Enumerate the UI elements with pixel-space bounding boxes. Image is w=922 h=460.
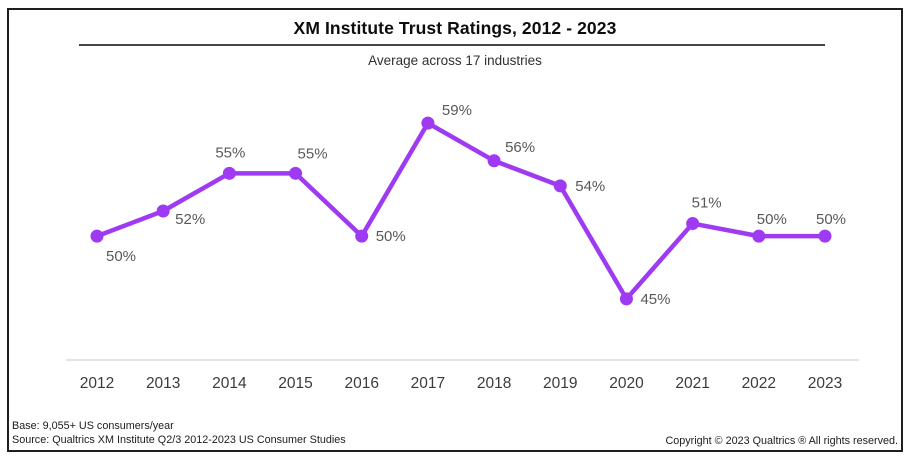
data-point-marker	[421, 116, 435, 130]
data-point-label: 51%	[692, 195, 722, 212]
data-point-label: 45%	[640, 291, 670, 308]
data-point-label: 50%	[816, 211, 846, 228]
data-point-label: 50%	[376, 228, 406, 245]
x-axis-tick-label: 2021	[675, 375, 709, 392]
data-point-marker	[289, 166, 303, 180]
data-point-marker	[686, 217, 700, 231]
data-point-label: 55%	[298, 145, 328, 162]
x-axis-tick-label: 2020	[609, 375, 644, 392]
data-point-marker	[487, 154, 501, 168]
data-point-label: 50%	[106, 248, 136, 265]
chart-title: XM Institute Trust Ratings, 2012 - 2023	[293, 18, 617, 38]
data-point-marker	[355, 229, 369, 243]
x-axis-tick-label: 2014	[212, 375, 247, 392]
series-line	[94, 120, 828, 302]
copyright-note: Copyright © 2023 Qualtrics ® All rights …	[665, 435, 898, 447]
data-point-marker	[553, 179, 567, 193]
data-point-label: 55%	[215, 144, 245, 161]
chart-card: XM Institute Trust Ratings, 2012 - 2023 …	[7, 8, 903, 452]
data-point-marker	[156, 204, 170, 218]
footer-notes: Base: 9,055+ US consumers/year Source: Q…	[12, 419, 346, 448]
data-point-marker	[752, 229, 766, 243]
x-axis-tick-label: 2022	[742, 375, 776, 392]
x-axis-tick-label: 2015	[278, 375, 312, 392]
data-point-marker	[222, 166, 236, 180]
trust-ratings-line-chart: 50% 2012 52% 2013 55% 2014 55% 2015 50% 2016 59% 20…	[66, 102, 859, 392]
x-axis-tick-label: 2017	[411, 375, 445, 392]
data-point-label: 52%	[175, 211, 205, 228]
title-divider	[79, 44, 825, 46]
x-axis-tick-label: 2013	[146, 375, 180, 392]
base-note: Base: 9,055+ US consumers/year	[12, 419, 174, 432]
data-point-label: 56%	[505, 139, 535, 156]
data-point-label: 54%	[575, 178, 605, 195]
x-axis-tick-label: 2012	[80, 375, 114, 392]
source-note: Source: Qualtrics XM Institute Q2/3 2012…	[12, 433, 346, 446]
x-axis-tick-label: 2018	[477, 375, 511, 392]
x-axis-tick-label: 2019	[543, 375, 577, 392]
x-axis-tick-label: 2023	[808, 375, 842, 392]
data-point-marker	[619, 292, 633, 306]
data-point-marker	[818, 229, 832, 243]
data-point-marker	[90, 229, 104, 243]
x-axis-tick-label: 2016	[344, 375, 378, 392]
data-point-label: 59%	[442, 102, 472, 119]
chart-subtitle: Average across 17 industries	[368, 53, 542, 68]
data-point-label: 50%	[757, 211, 787, 228]
